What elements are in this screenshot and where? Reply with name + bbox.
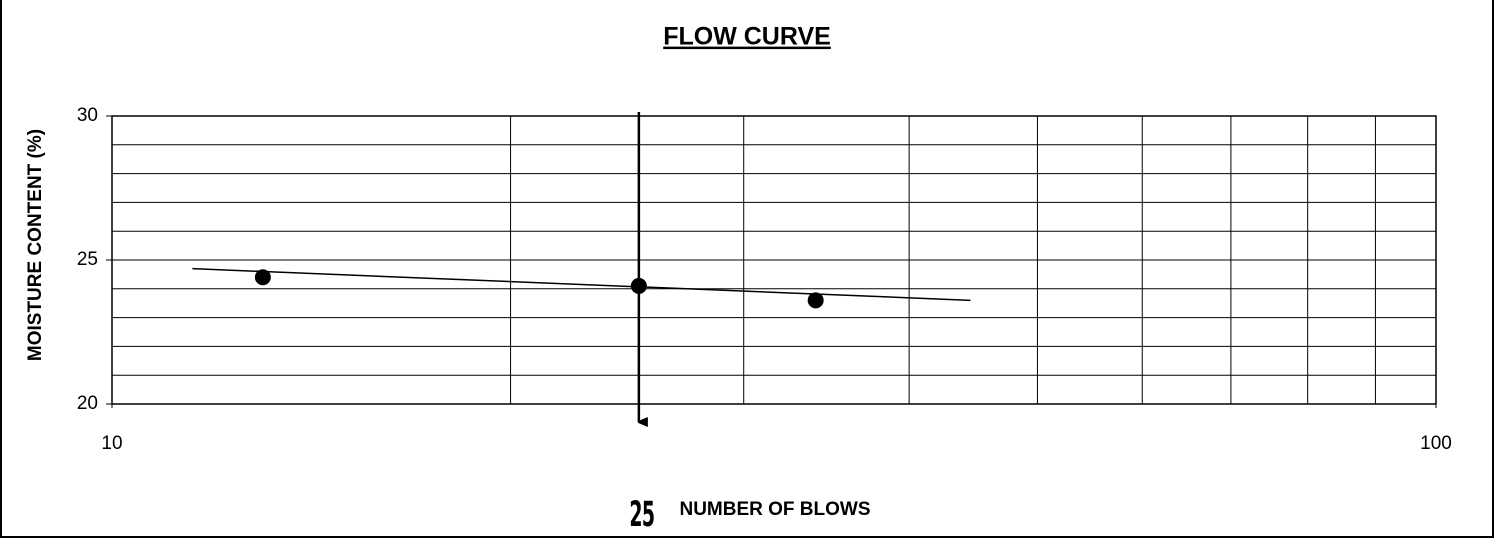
x-tick-label: 10 <box>101 433 122 454</box>
data-point <box>254 269 271 286</box>
y-axis-label: MOISTURE CONTENT (%) <box>25 129 46 361</box>
trendline <box>192 267 971 302</box>
data-point <box>630 277 647 294</box>
data-point <box>807 292 824 309</box>
x-tick-label: 100 <box>1420 433 1452 454</box>
chart-title: FLOW CURVE <box>663 23 831 51</box>
y-tick-label: 25 <box>77 249 98 270</box>
x-axis-label: NUMBER OF BLOWS <box>679 499 870 520</box>
reference-label: 25 <box>629 493 654 534</box>
y-tick-label: 20 <box>77 393 98 414</box>
y-tick-label: 30 <box>77 105 98 126</box>
plot-border <box>111 115 1437 405</box>
